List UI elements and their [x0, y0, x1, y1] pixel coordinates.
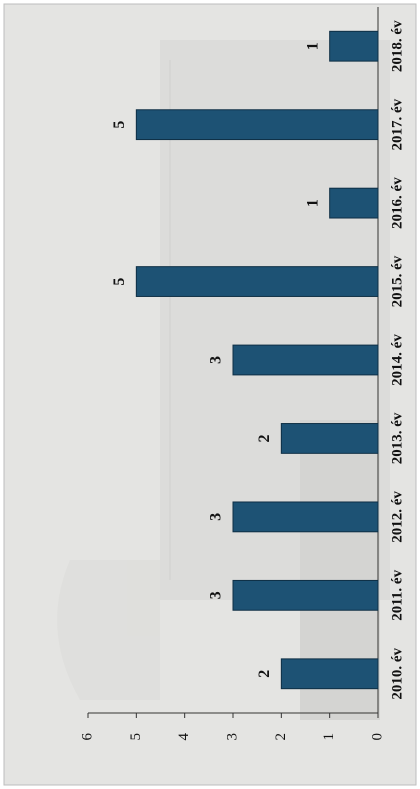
y-tick-label: 4 [176, 733, 192, 741]
data-label: 3 [208, 513, 225, 521]
data-label: 1 [304, 42, 321, 50]
data-label: 5 [111, 121, 128, 129]
x-tick-label: 2010. év [389, 647, 405, 699]
bar [280, 658, 379, 690]
data-label: 3 [208, 591, 225, 599]
bar [232, 579, 379, 611]
y-tick-label: 1 [321, 733, 337, 741]
bar [232, 501, 379, 533]
y-tick-label: 5 [128, 733, 144, 741]
bar [232, 344, 379, 376]
data-label: 3 [208, 356, 225, 364]
x-tick-label: 2017. év [389, 98, 405, 150]
data-label: 2 [256, 434, 273, 442]
y-tick-label: 6 [79, 733, 95, 741]
data-label: 1 [304, 199, 321, 207]
x-tick-label: 2018. év [389, 20, 405, 72]
data-label: 5 [111, 278, 128, 286]
bar [280, 423, 379, 454]
x-tick-label: 2013. év [389, 412, 405, 464]
bar [135, 109, 379, 141]
bar [329, 187, 379, 219]
data-label: 2 [256, 670, 273, 678]
y-tick-label: 0 [369, 733, 385, 741]
bar [329, 30, 379, 62]
x-tick-label: 2015. év [389, 255, 405, 307]
x-tick-label: 2012. év [389, 491, 405, 543]
x-tick-label: 2014. év [389, 334, 405, 386]
x-tick-label: 2016. év [389, 177, 405, 229]
plot-area: 0 1 2 3 4 5 6 2010. év 2 2011. év 3 2012. év 3 2013. … [79, 7, 405, 741]
bar [135, 266, 379, 297]
y-tick-label: 2 [273, 733, 289, 741]
x-tick-label: 2011. év [389, 569, 405, 620]
y-tick-label: 3 [224, 733, 240, 741]
